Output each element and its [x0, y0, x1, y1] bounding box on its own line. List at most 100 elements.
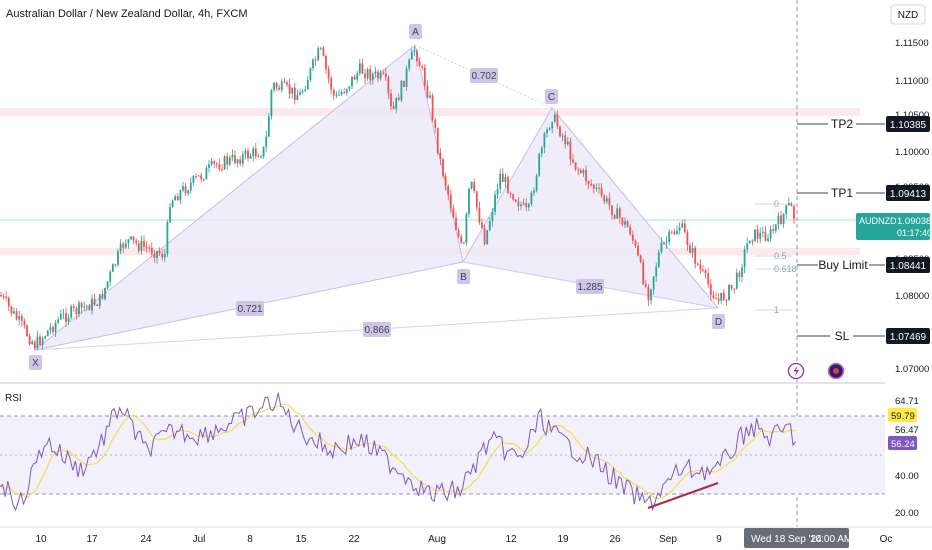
candle-body — [569, 141, 572, 160]
pattern-point-c-label: C — [548, 92, 555, 103]
candle-body — [676, 230, 678, 235]
candle-body — [88, 305, 91, 311]
candle-body — [135, 240, 138, 244]
candle-body — [605, 198, 608, 202]
fib-label-golden: 0.618 — [774, 264, 797, 274]
candle-body — [535, 175, 538, 191]
candle-body — [522, 203, 525, 205]
candle-body — [143, 240, 145, 248]
candle-body — [595, 187, 598, 189]
rsi-ma-value-tag: 59.79 — [888, 408, 917, 422]
candle-body — [478, 207, 481, 223]
time-label-oct: Oc — [880, 534, 893, 545]
tp2-price: 1.10385 — [890, 120, 927, 131]
fib-label-half: 0.5 — [774, 251, 787, 261]
candle-body — [273, 83, 275, 91]
candle-body — [65, 313, 67, 322]
candle-body — [49, 327, 52, 331]
rsi-ma-value: 59.79 — [891, 411, 915, 422]
candle-body — [252, 148, 255, 156]
candle-body — [774, 224, 777, 231]
candle-body — [325, 55, 327, 69]
rsi-tick-1: 64.71 — [895, 396, 919, 407]
candle-body — [504, 177, 507, 182]
candle-body — [364, 73, 366, 79]
candle-body — [377, 71, 379, 79]
candle-body — [210, 161, 213, 165]
candle-body — [28, 335, 31, 345]
candle-body — [642, 261, 645, 285]
candle-body — [374, 71, 377, 74]
currency-button[interactable]: NZD — [890, 4, 926, 25]
candle-body — [44, 336, 47, 339]
candle-body — [421, 66, 424, 68]
candle-body — [275, 83, 278, 88]
rsi-tick-2: 56.47 — [895, 425, 919, 436]
candle-body — [62, 313, 65, 315]
candle-body — [319, 47, 322, 49]
candle-body — [85, 305, 88, 307]
candle-body — [301, 90, 304, 93]
candle-body — [748, 240, 751, 244]
buy-limit-label: Buy Limit — [818, 258, 868, 272]
time-label-24: 24 — [140, 534, 152, 545]
candle-body — [509, 193, 512, 195]
candle-body — [455, 217, 457, 231]
candle-body — [306, 79, 309, 90]
time-axis[interactable] — [0, 527, 932, 550]
candle-body — [218, 164, 221, 170]
candle-body — [746, 243, 749, 250]
candle-body — [699, 264, 702, 270]
candle-body — [241, 154, 244, 164]
candle-body — [384, 73, 387, 78]
candle-body — [335, 94, 338, 96]
candle-body — [618, 208, 621, 218]
price-tick-2: 1.11000 — [895, 76, 929, 87]
candle-body — [104, 287, 106, 299]
candle-body — [13, 311, 15, 314]
candle-body — [741, 267, 743, 278]
candle-body — [0, 295, 2, 297]
candle-body — [525, 203, 528, 208]
candle-body — [436, 127, 439, 154]
candle-body — [153, 254, 156, 258]
candle-body — [538, 153, 541, 176]
candle-body — [26, 325, 28, 336]
time-label-aug: Aug — [428, 534, 446, 545]
candle-body — [793, 206, 795, 219]
candle-body — [590, 183, 593, 185]
candle-body — [780, 215, 782, 225]
candle-body — [717, 298, 720, 301]
candle-body — [553, 114, 556, 122]
price-tick-7: 1.08000 — [895, 291, 929, 302]
pane-separator[interactable] — [0, 382, 932, 384]
candle-body — [603, 195, 606, 202]
lightning-icon[interactable] — [787, 362, 805, 380]
candle-body — [418, 61, 421, 67]
candle-body — [683, 223, 686, 233]
candle-body — [709, 284, 712, 296]
pattern-point-b: B — [457, 269, 470, 284]
time-label-sep: Sep — [659, 534, 677, 545]
candle-body — [400, 80, 403, 101]
candle-body — [140, 240, 143, 251]
candle-body — [647, 286, 650, 301]
fib-label-one: 1 — [774, 305, 779, 315]
candle-body — [785, 205, 788, 215]
ratio-label-xb-text: 0.721 — [237, 304, 262, 315]
candle-body — [54, 322, 57, 332]
candle-body — [613, 215, 616, 219]
time-label-12: 12 — [505, 534, 517, 545]
candle-body — [655, 266, 658, 277]
pattern-point-x-label: X — [32, 358, 39, 369]
candle-body — [756, 229, 759, 239]
candle-body — [561, 135, 564, 137]
candle-body — [382, 72, 385, 74]
candle-body — [270, 90, 273, 117]
candle-body — [777, 215, 780, 225]
candle-body — [678, 227, 681, 231]
pattern-ac-line — [414, 44, 553, 109]
chart-title: Australian Dollar / New Zealand Dollar, … — [6, 8, 247, 20]
australia-flag-icon[interactable] — [827, 362, 845, 380]
